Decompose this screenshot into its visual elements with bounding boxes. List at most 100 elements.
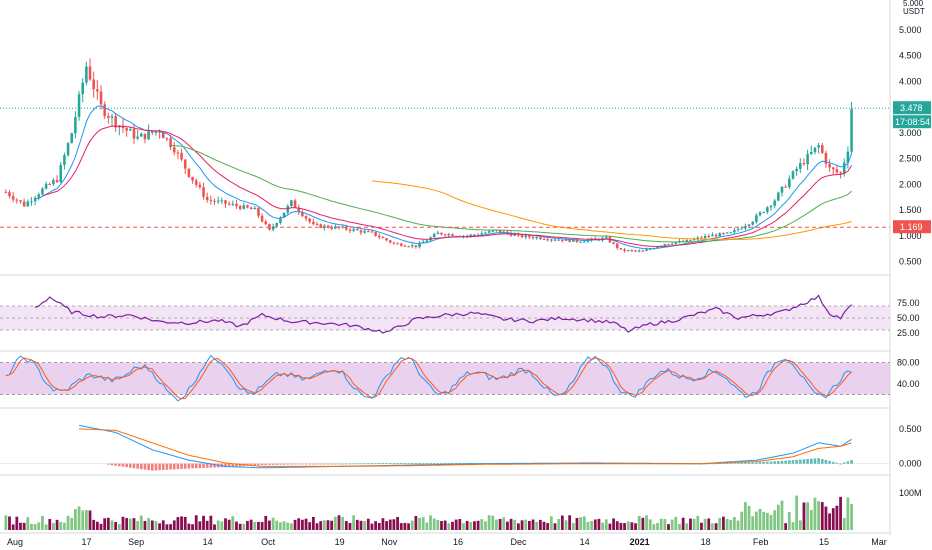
candle-body[interactable]: [524, 235, 527, 238]
support-level-tag[interactable]: [893, 220, 931, 234]
candle-body[interactable]: [345, 226, 348, 230]
candle-body[interactable]: [209, 199, 213, 201]
candle-body[interactable]: [604, 237, 608, 239]
candle-body[interactable]: [539, 237, 542, 240]
candle-body[interactable]: [202, 187, 205, 197]
candle-body[interactable]: [736, 229, 740, 231]
candle-body[interactable]: [436, 232, 440, 235]
candle-body[interactable]: [733, 230, 736, 233]
candle-body[interactable]: [670, 243, 674, 245]
candle-body[interactable]: [561, 239, 564, 241]
candle-body[interactable]: [626, 250, 630, 252]
candle-body[interactable]: [568, 239, 571, 242]
candle-body[interactable]: [667, 244, 670, 246]
candle-body[interactable]: [11, 196, 15, 200]
candle-body[interactable]: [319, 224, 322, 228]
candle-body[interactable]: [722, 233, 725, 235]
candle-body[interactable]: [839, 172, 842, 174]
candle-body[interactable]: [96, 89, 99, 92]
candle-body[interactable]: [788, 178, 791, 188]
candle-body[interactable]: [520, 234, 524, 238]
candle-body[interactable]: [246, 205, 249, 208]
candle-body[interactable]: [498, 229, 502, 233]
candle-body[interactable]: [154, 131, 158, 133]
candle-body[interactable]: [107, 115, 110, 118]
candle-body[interactable]: [249, 207, 253, 210]
candle-body[interactable]: [399, 243, 403, 246]
candle-body[interactable]: [553, 239, 557, 241]
candle-body[interactable]: [359, 230, 363, 233]
candle-body[interactable]: [707, 236, 711, 238]
candle-body[interactable]: [341, 226, 344, 228]
candle-body[interactable]: [257, 208, 260, 216]
stoch-d-line[interactable]: [5, 357, 852, 400]
candle-body[interactable]: [15, 199, 19, 201]
candle-body[interactable]: [176, 152, 180, 154]
candle-body[interactable]: [432, 234, 436, 238]
candle-body[interactable]: [846, 151, 850, 163]
candle-body[interactable]: [48, 184, 52, 186]
candle-body[interactable]: [674, 242, 678, 244]
price-axis[interactable]: 5.0004.5004.0003.5003.0002.5002.0001.500…: [893, 25, 931, 498]
candle-body[interactable]: [418, 242, 421, 248]
candle-body[interactable]: [440, 232, 443, 235]
candle-body[interactable]: [381, 237, 385, 239]
candle-body[interactable]: [487, 231, 491, 233]
candle-body[interactable]: [773, 200, 776, 206]
candle-body[interactable]: [700, 237, 703, 239]
candle-body[interactable]: [140, 133, 143, 137]
candle-body[interactable]: [546, 239, 549, 241]
candle-body[interactable]: [33, 197, 37, 202]
candle-body[interactable]: [718, 233, 722, 237]
candle-body[interactable]: [484, 232, 487, 234]
candle-body[interactable]: [831, 167, 835, 170]
candle-body[interactable]: [385, 238, 388, 241]
current-price-tag[interactable]: [893, 101, 931, 115]
candle-body[interactable]: [286, 205, 290, 213]
candle-body[interactable]: [59, 164, 63, 182]
candle-body[interactable]: [301, 211, 304, 217]
candle-body[interactable]: [304, 216, 308, 219]
candle-body[interactable]: [172, 147, 176, 153]
candle-body[interactable]: [542, 239, 546, 241]
candle-body[interactable]: [531, 237, 535, 239]
candle-body[interactable]: [802, 163, 806, 165]
candle-body[interactable]: [729, 232, 733, 234]
candle-body[interactable]: [407, 246, 410, 248]
candle-body[interactable]: [656, 246, 659, 249]
candle-body[interactable]: [216, 200, 220, 202]
candle-body[interactable]: [19, 200, 22, 202]
stoch-pane[interactable]: [0, 354, 890, 402]
candle-body[interactable]: [356, 229, 359, 231]
candle-body[interactable]: [132, 129, 136, 139]
candle-body[interactable]: [198, 184, 202, 188]
candle-body[interactable]: [253, 208, 257, 210]
candle-body[interactable]: [74, 116, 77, 134]
candle-body[interactable]: [396, 243, 399, 245]
candle-body[interactable]: [129, 129, 132, 131]
volume-pane[interactable]: [4, 495, 853, 530]
candle-body[interactable]: [806, 153, 809, 165]
candle-body[interactable]: [480, 233, 484, 235]
candle-body[interactable]: [161, 132, 165, 139]
candle-body[interactable]: [205, 196, 209, 200]
candle-body[interactable]: [751, 221, 754, 225]
candle-body[interactable]: [220, 200, 224, 202]
candle-body[interactable]: [81, 82, 84, 95]
candle-body[interactable]: [44, 184, 48, 189]
candle-body[interactable]: [517, 234, 520, 236]
candle-body[interactable]: [689, 239, 692, 241]
candle-body[interactable]: [41, 188, 44, 195]
candle-body[interactable]: [414, 245, 418, 248]
candle-body[interactable]: [30, 201, 33, 203]
candle-body[interactable]: [85, 66, 88, 83]
candle-body[interactable]: [103, 104, 106, 116]
candle-body[interactable]: [791, 171, 795, 179]
candle-body[interactable]: [121, 125, 125, 129]
candle-body[interactable]: [22, 201, 26, 207]
candle-body[interactable]: [169, 138, 172, 148]
candle-body[interactable]: [392, 242, 396, 244]
candle-body[interactable]: [403, 245, 407, 247]
candle-body[interactable]: [766, 207, 769, 212]
candle-body[interactable]: [784, 186, 787, 188]
